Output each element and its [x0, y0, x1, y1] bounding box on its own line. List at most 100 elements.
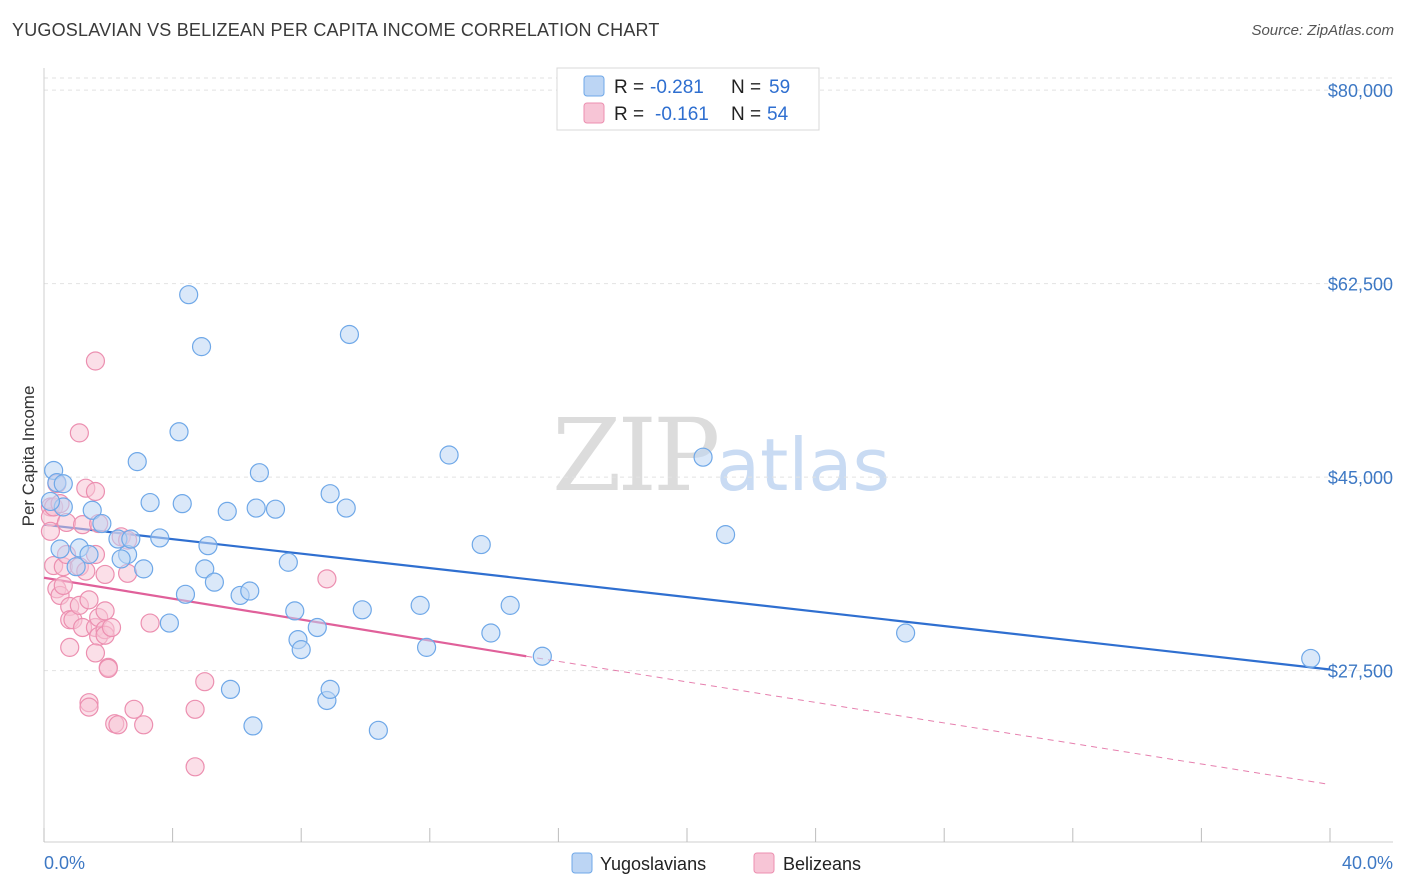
y-tick-labels: $27,500 $45,000 $62,500 $80,000: [1328, 81, 1393, 682]
trend-lines: [43, 523, 1331, 785]
yugoslavian-point: [285, 601, 305, 621]
axes: [43, 68, 1393, 843]
yugoslavian-point: [140, 492, 160, 513]
belizean-point: [69, 423, 89, 443]
trend-line-belizeans-extension: [526, 655, 1331, 785]
x-ticks: [43, 828, 1331, 842]
belizean-point: [85, 481, 106, 502]
yugoslavian-point: [82, 500, 102, 520]
yugoslavian-point: [79, 544, 99, 565]
stats-legend: R = -0.281 N = 59 R = -0.161 N = 54: [556, 67, 820, 131]
y-axis-label: Per Capita Income: [19, 386, 38, 527]
yugoslavian-point: [416, 637, 437, 657]
yugoslavian-point: [532, 646, 552, 666]
watermark-atlas: atlas: [716, 423, 890, 507]
belizean-point: [98, 658, 118, 679]
yugoslavian-point: [243, 716, 263, 736]
yugoslavian-point: [715, 525, 736, 545]
yugoslavian-point: [339, 324, 360, 345]
yugoslavian-point: [500, 595, 520, 615]
belizean-point: [185, 757, 205, 777]
yugoslavian-point: [240, 581, 260, 601]
trend-line-yugoslavians: [43, 523, 1331, 671]
watermark-zip: ZIP: [552, 397, 717, 514]
belizean-point: [95, 564, 115, 585]
yugoslavian-point: [278, 552, 298, 572]
belizean-point: [53, 575, 73, 596]
yugoslavian-point: [50, 539, 70, 559]
bottom-legend-label-belizeans: Belizeans: [783, 854, 861, 874]
yugoslavian-point: [66, 557, 86, 577]
yugoslavian-point: [159, 613, 179, 633]
belizean-point: [85, 643, 106, 663]
yugoslavian-point: [111, 549, 131, 569]
yugoslavian-point: [191, 337, 212, 357]
y-tick-label: $27,500: [1328, 662, 1393, 682]
belizean-point: [95, 601, 115, 621]
legend-r-value-1: -0.281: [650, 77, 704, 98]
yugoslavian-point: [265, 499, 286, 519]
belizean-point: [101, 617, 122, 638]
yugoslavian-point: [249, 463, 270, 483]
legend-r-value-2: -0.161: [655, 104, 709, 125]
yugoslavian-point: [92, 513, 112, 534]
legend-n-value-2: 54: [767, 104, 789, 125]
legend-r-label-1: R =: [614, 77, 644, 98]
y-tick-label: $45,000: [1328, 468, 1393, 488]
legend-swatch-blue: [583, 75, 605, 97]
belizean-point: [108, 715, 128, 735]
yugoslavian-point: [307, 617, 327, 638]
legend-swatch-pink: [583, 102, 605, 124]
legend-r-label-2: R =: [614, 104, 644, 125]
belizean-point: [140, 613, 160, 633]
belizean-point: [195, 672, 215, 692]
yugoslavian-point: [481, 623, 501, 643]
yugoslavian-point: [121, 529, 141, 549]
belizean-point: [185, 699, 205, 719]
yugoslavian-point: [40, 491, 61, 512]
yugoslavian-point: [53, 474, 73, 494]
yugoslavian-point: [220, 679, 241, 700]
yugoslavian-point: [439, 445, 459, 465]
belizean-point: [40, 521, 61, 541]
bottom-legend-swatch-belizeans: [753, 852, 775, 874]
yugoslavian-point: [127, 452, 147, 472]
gridlines: [44, 77, 1393, 672]
belizean-point: [317, 569, 337, 589]
source-credit: Source: ZipAtlas.com: [1251, 22, 1394, 39]
yugoslavian-point: [217, 501, 237, 521]
yugoslavian-point: [291, 640, 311, 660]
yugoslavian-point: [175, 584, 196, 604]
yugoslavian-point: [198, 536, 218, 556]
bottom-legend-swatch-yugoslavians: [571, 852, 593, 874]
series-legend: Yugoslavians Belizeans: [571, 852, 861, 874]
yugoslavian-point: [172, 494, 192, 514]
yugoslavian-point: [204, 572, 224, 592]
yugoslavian-point: [169, 422, 189, 442]
y-tick-label: $80,000: [1328, 81, 1393, 101]
yugoslavian-point: [352, 600, 372, 620]
belizean-point: [124, 699, 144, 719]
yugoslavian-point: [693, 447, 713, 467]
bottom-legend-label-yugoslavians: Yugoslavians: [600, 854, 706, 874]
x-tick-label-min: 0.0%: [44, 853, 85, 873]
belizean-point: [79, 590, 99, 610]
belizean-point: [60, 637, 80, 657]
yugoslavian-point: [179, 285, 199, 305]
belizean-point: [85, 351, 106, 371]
yugoslavian-point: [134, 559, 154, 579]
belizean-point: [79, 697, 99, 717]
yugoslavian-point: [896, 623, 916, 643]
belizean-point: [56, 512, 77, 533]
yugoslavian-point: [246, 498, 266, 518]
trend-line-belizeans: [43, 576, 527, 658]
yugoslavian-point: [320, 679, 340, 700]
yugoslavian-point: [195, 559, 215, 579]
yugoslavian-point: [320, 484, 340, 504]
yugoslavian-point: [1301, 648, 1321, 669]
yugoslavian-point: [150, 528, 170, 548]
legend-n-label-2: N =: [731, 104, 761, 125]
legend-n-value-1: 59: [769, 77, 790, 98]
y-tick-label: $62,500: [1328, 275, 1393, 295]
